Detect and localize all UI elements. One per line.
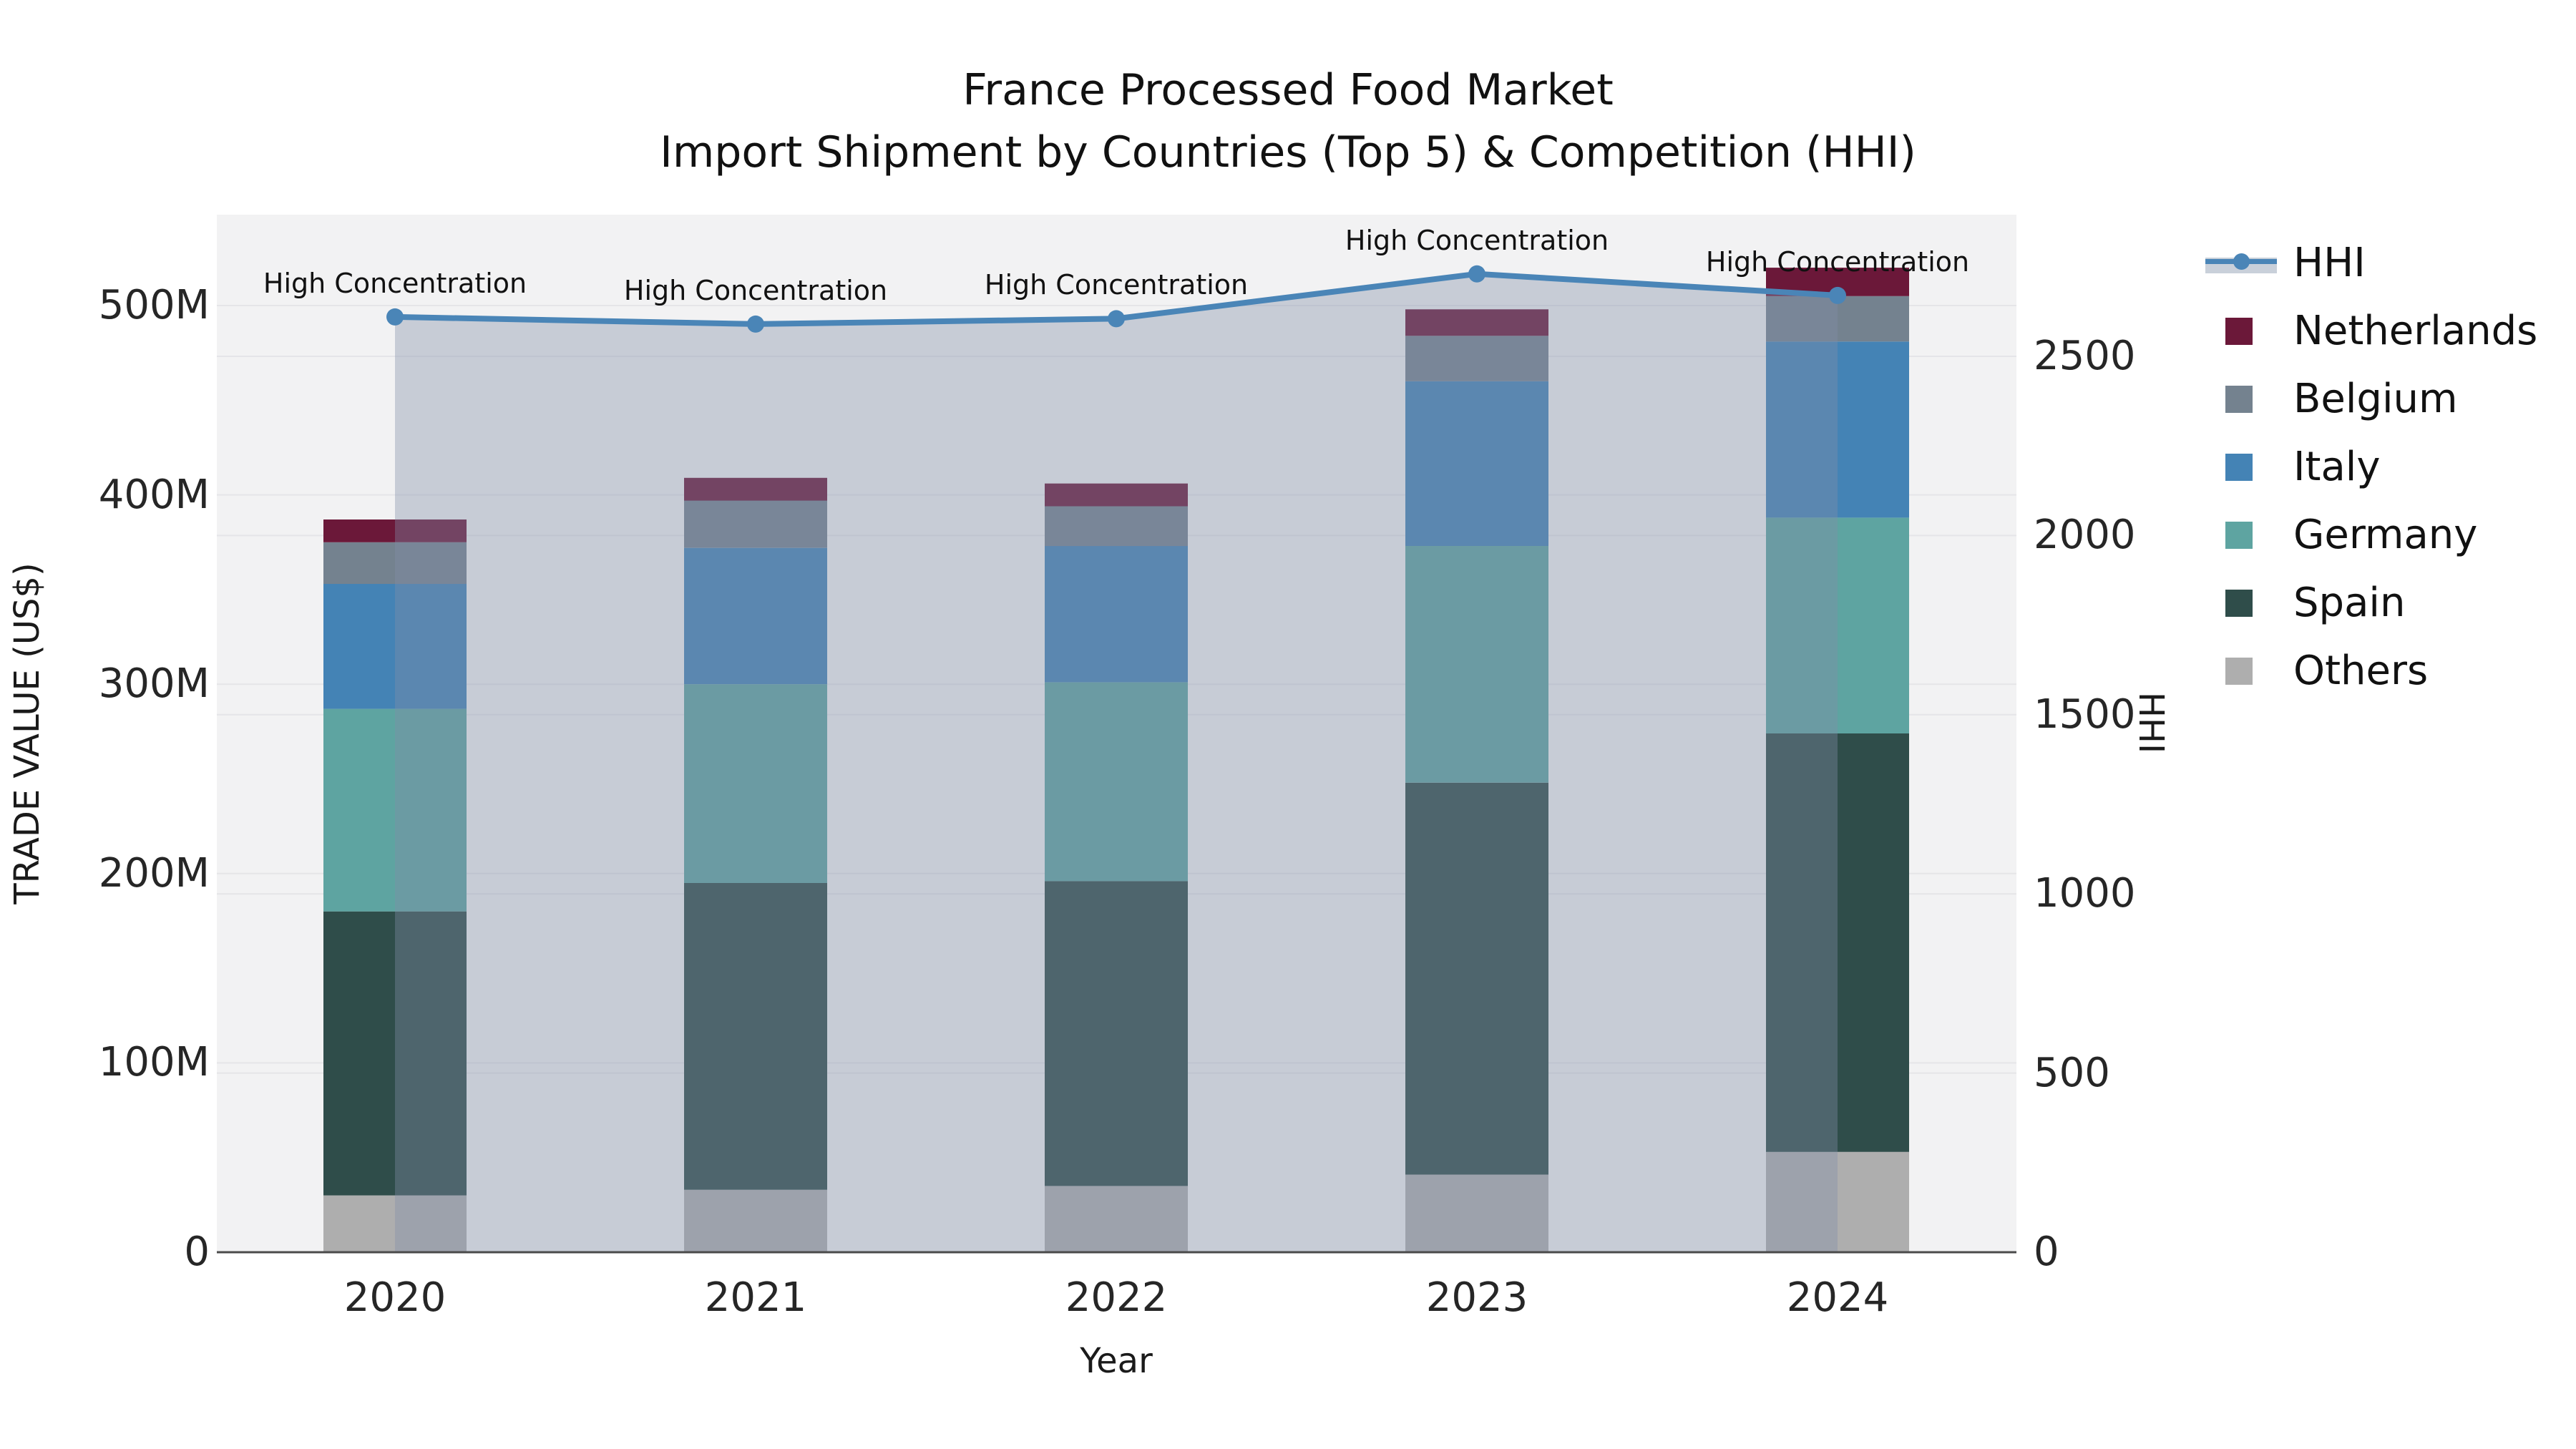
legend-label-germany: Germany (2293, 512, 2478, 558)
bar-segment-germany-2020 (323, 708, 467, 912)
hhi-marker-2023 (1468, 265, 1485, 283)
bar-segment-netherlands-2021 (684, 477, 827, 501)
x-axis-title: Year (1080, 1341, 1153, 1381)
bar-segment-belgium-2023 (1405, 336, 1548, 381)
x-tick-2020: 2020 (343, 1274, 447, 1321)
legend-label-italy: Italy (2293, 444, 2381, 490)
x-tick-2023: 2023 (1425, 1274, 1528, 1321)
bar-segment-spain-2020 (323, 911, 467, 1196)
legend-swatch-netherlands (2225, 318, 2253, 345)
bar-segment-spain-2024 (1766, 733, 1909, 1152)
bar-segment-netherlands-2022 (1045, 483, 1188, 507)
legend-swatch-germany (2225, 522, 2253, 549)
bar-segment-germany-2022 (1045, 682, 1188, 882)
bar-segment-others-2021 (684, 1189, 827, 1252)
y-right-tick-1500: 1500 (2034, 691, 2136, 738)
bar-segment-others-2022 (1045, 1186, 1188, 1252)
hhi-area-fill (395, 273, 1838, 1252)
hhi-marker-2022 (1108, 310, 1125, 328)
bar-segment-spain-2022 (1045, 881, 1188, 1186)
hhi-marker-2024 (1829, 286, 1846, 304)
annotation-2022: High Concentration (984, 269, 1249, 301)
y-right-tick-2500: 2500 (2034, 333, 2136, 379)
y-right-tick-2000: 2000 (2034, 512, 2136, 559)
annotation-2023: High Concentration (1345, 224, 1609, 256)
annotation-2024: High Concentration (1705, 245, 1970, 278)
legend-swatch-italy (2225, 454, 2253, 481)
bar-segment-germany-2024 (1766, 517, 1909, 733)
y-right-tick-500: 500 (2034, 1049, 2110, 1096)
bar-segment-italy-2022 (1045, 546, 1188, 683)
legend-swatch-others (2225, 658, 2253, 685)
legend-label-others: Others (2293, 648, 2429, 694)
bar-segment-spain-2021 (684, 883, 827, 1190)
legend-label-netherlands: Netherlands (2293, 308, 2538, 354)
chart-title-line1: France Processed Food Market (962, 65, 1614, 115)
bar-segment-netherlands-2023 (1405, 309, 1548, 336)
legend-label-spain: Spain (2293, 580, 2406, 626)
bar-segment-belgium-2021 (684, 500, 827, 548)
bar-segment-italy-2021 (684, 547, 827, 685)
y-right-axis-title: HHI (2131, 691, 2171, 754)
annotation-2020: High Concentration (263, 267, 527, 299)
bar-segment-belgium-2020 (323, 542, 467, 584)
bar-segment-spain-2023 (1405, 782, 1548, 1175)
bar-segment-others-2023 (1405, 1174, 1548, 1252)
y-left-tick-200M: 200M (98, 849, 210, 897)
bar-segment-germany-2023 (1405, 546, 1548, 783)
y-left-tick-300M: 300M (98, 660, 210, 708)
annotation-2021: High Concentration (623, 274, 888, 306)
y-left-tick-0: 0 (184, 1229, 210, 1275)
legend-swatch-belgium (2225, 386, 2253, 413)
bar-segment-belgium-2022 (1045, 506, 1188, 547)
bar-segment-others-2020 (323, 1195, 467, 1252)
y-left-tick-400M: 400M (98, 471, 210, 518)
y-left-tick-500M: 500M (98, 282, 210, 328)
chart-title-line2: Import Shipment by Countries (Top 5) & C… (660, 127, 1916, 177)
legend-swatch-spain (2225, 590, 2253, 617)
bar-segment-others-2024 (1766, 1151, 1909, 1252)
x-tick-2024: 2024 (1786, 1274, 1889, 1321)
hhi-marker-2020 (386, 308, 404, 326)
bar-segment-italy-2023 (1405, 381, 1548, 546)
legend-hhi-line-sample (2205, 251, 2277, 275)
bar-segment-italy-2024 (1766, 341, 1909, 518)
y-left-tick-100M: 100M (98, 1039, 210, 1086)
bar-segment-germany-2021 (684, 684, 827, 883)
y-right-tick-1000: 1000 (2034, 870, 2136, 917)
legend-label-belgium: Belgium (2293, 376, 2458, 422)
x-tick-2022: 2022 (1065, 1274, 1168, 1321)
hhi-marker-2021 (747, 315, 764, 333)
legend-label-hhi: HHI (2293, 240, 2366, 286)
legend-hhi-marker (2233, 253, 2250, 270)
y-right-tick-0: 0 (2034, 1229, 2059, 1275)
bar-segment-netherlands-2020 (323, 519, 467, 542)
bar-segment-italy-2020 (323, 584, 467, 709)
x-tick-2021: 2021 (704, 1274, 807, 1321)
